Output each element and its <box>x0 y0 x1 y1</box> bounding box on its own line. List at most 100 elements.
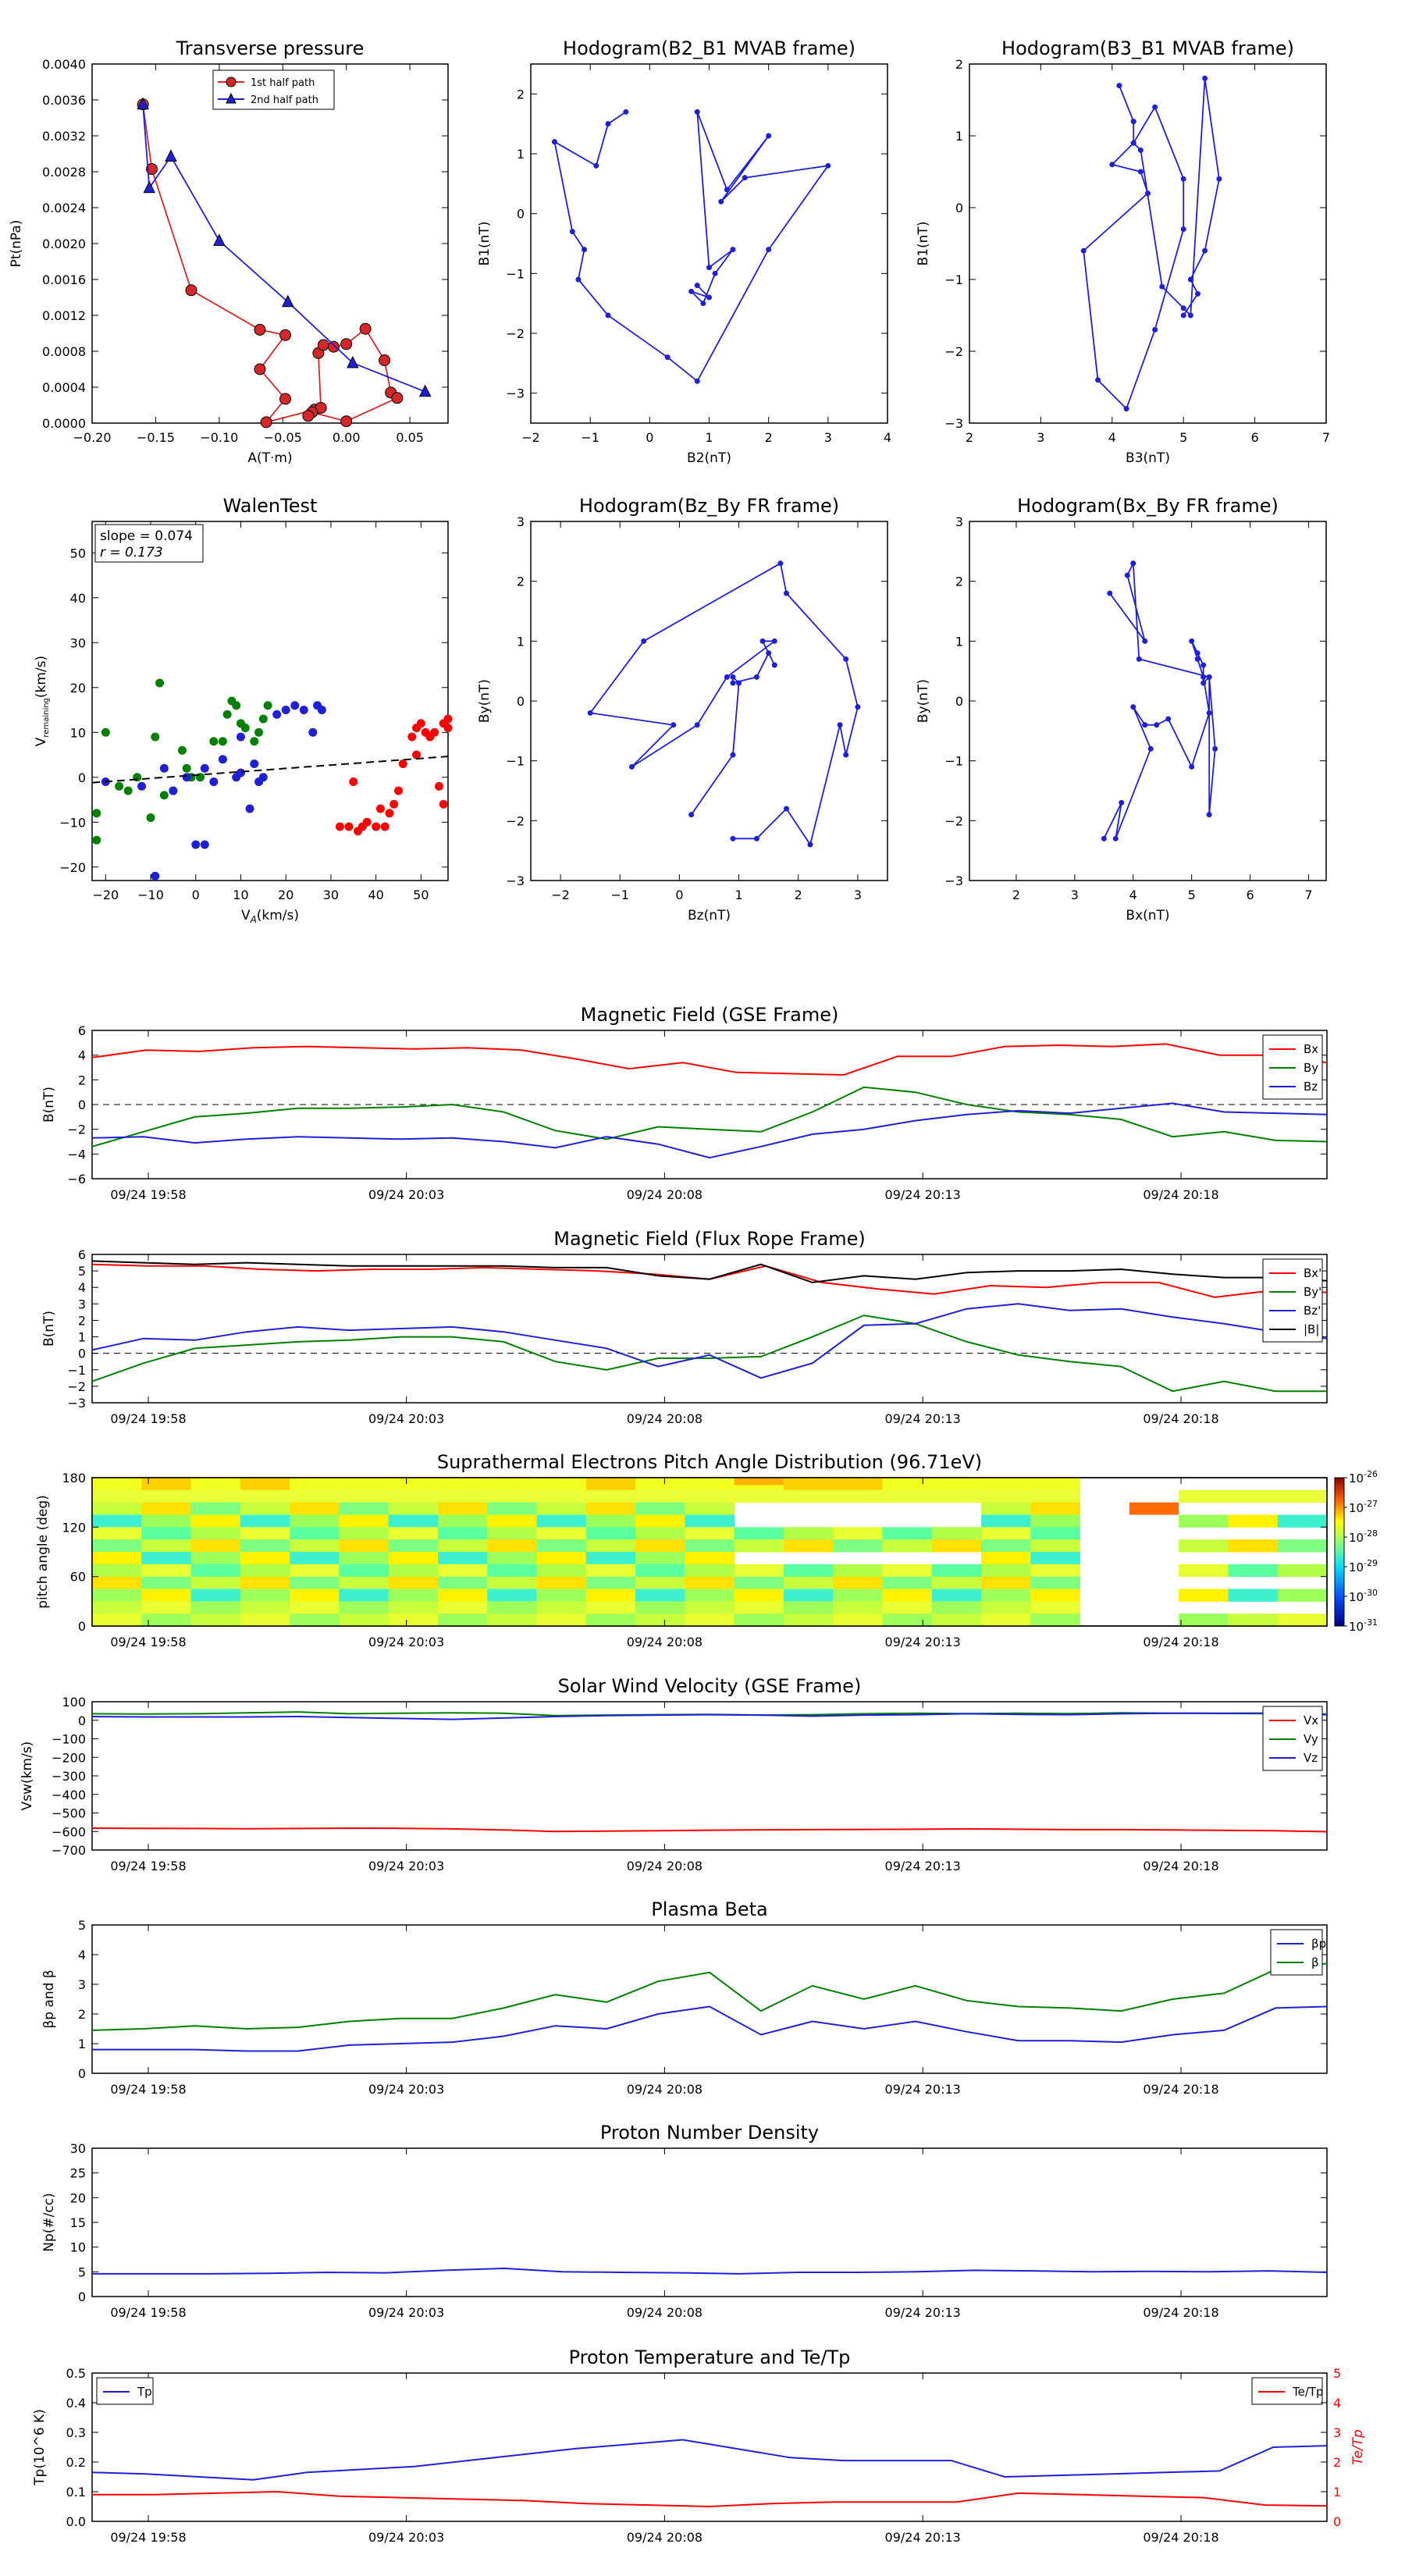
transverse-y-tick-label: 0.0004 <box>42 380 86 395</box>
hodo1-data-point <box>593 162 599 169</box>
pad-heatmap-cell <box>536 1489 587 1503</box>
walen-data-point <box>236 732 245 742</box>
hodo3-data-point <box>843 656 849 662</box>
hodo1-data-point <box>694 283 700 289</box>
pad-heatmap-cell <box>190 1552 241 1565</box>
pad-heatmap-cell <box>833 1589 883 1602</box>
pad-heatmap-cell <box>240 1601 290 1614</box>
hodo3-x-tick-label: 0 <box>675 888 683 902</box>
walen-data-point <box>209 737 219 746</box>
pad-heatmap-cell <box>981 1539 1031 1553</box>
pad-heatmap-cell <box>585 1527 636 1540</box>
pad-heatmap-cell <box>536 1502 587 1515</box>
pad-heatmap-cell <box>141 1601 192 1614</box>
vsw-series-line-0 <box>91 1827 1328 1833</box>
hodo2-plot-frame <box>969 63 1327 424</box>
transverse-data-point <box>327 340 340 353</box>
walen-data-point <box>101 728 110 737</box>
hodo1-x-tick-label: 4 <box>884 430 891 445</box>
beta-y-tick-label: 5 <box>78 1918 86 1933</box>
pad-heatmap-cell <box>290 1527 340 1540</box>
pad-heatmap-cell <box>1277 1614 1328 1627</box>
density-y-tick-label: 10 <box>70 2240 86 2255</box>
pad-heatmap-cell <box>536 1514 587 1528</box>
pad-heatmap-cell <box>437 1601 488 1614</box>
pad-heatmap-cell <box>290 1502 340 1515</box>
density-y-tick-label: 15 <box>70 2215 86 2230</box>
pad-heatmap-cell <box>734 1539 784 1553</box>
pad-heatmap-cell <box>290 1478 340 1491</box>
hodo1-data-point <box>623 109 629 115</box>
pad-heatmap-cell <box>931 1601 982 1614</box>
walen-data-point <box>372 822 381 831</box>
pad-heatmap-cell <box>1179 1539 1229 1553</box>
pad-heatmap-cell <box>437 1564 488 1578</box>
hodo1-data-point <box>605 121 611 127</box>
hodo4-data-point <box>1154 722 1160 728</box>
pad-heatmap-cell <box>92 1514 142 1528</box>
pad-heatmap-cell <box>783 1576 834 1589</box>
transverse-y-tick-label: 0.0012 <box>42 308 86 323</box>
pad-heatmap-cell <box>240 1564 290 1578</box>
mag_fr-legend-label: By' <box>1304 1285 1321 1299</box>
pad-heatmap-cell <box>1030 1576 1081 1589</box>
pad-heatmap-cell <box>685 1478 735 1491</box>
hodo3-y-tick-label: 0 <box>517 694 525 709</box>
beta-y-tick-label: 3 <box>78 1977 86 1992</box>
hodo2-data-point <box>1152 104 1158 110</box>
pad-heatmap-cell <box>585 1564 636 1578</box>
mag_fr-series-line-0 <box>91 1263 1328 1298</box>
pad-heatmap-cell <box>833 1601 883 1614</box>
temp-y2-tick-label: 1 <box>1333 2485 1341 2500</box>
pad-heatmap-cell <box>388 1601 439 1614</box>
hodo4-y-tick-label: 3 <box>955 514 963 529</box>
pad-heatmap-cell <box>437 1489 488 1503</box>
hodo1-data-point <box>582 247 588 253</box>
pad-heatmap-cell <box>585 1589 636 1602</box>
temp-plot-frame <box>91 2372 1328 2522</box>
walen-data-point <box>398 760 407 768</box>
beta-y-tick-label: 1 <box>78 2037 86 2051</box>
transverse-series-line-1 <box>142 104 426 393</box>
transverse-x-label: A(T·m) <box>247 450 292 466</box>
transverse-data-point <box>146 163 158 176</box>
temp-time-tick-label: 09/24 20:18 <box>1143 2530 1218 2545</box>
mag_gse-legend-label: Bz <box>1304 1080 1318 1094</box>
pad-heatmap-cell <box>487 1527 538 1540</box>
pad-heatmap-cell <box>487 1589 538 1602</box>
walen-x-tick-label: 20 <box>278 888 293 902</box>
vsw-legend-label: Vz <box>1304 1751 1318 1765</box>
hodo4-data-point <box>1119 799 1125 806</box>
density-time-tick-label: 09/24 20:03 <box>368 2305 444 2320</box>
hodo2-data-point <box>1194 290 1200 297</box>
temp-y-tick-label: 0.3 <box>66 2425 86 2440</box>
hodo1-y-tick-label: 1 <box>517 147 525 162</box>
temp-time-tick-label: 09/24 19:58 <box>110 2530 186 2545</box>
transverse-y-tick-label: 0.0032 <box>42 129 86 144</box>
walen-x-tick-label: 30 <box>323 888 339 902</box>
transverse-data-point <box>359 322 372 335</box>
hodo4-data-point <box>1194 656 1200 662</box>
transverse-y-tick-label: 0.0040 <box>42 57 86 72</box>
vsw-y-axis: −700 −600 −500 −400 −300 −200 −100 0 100 <box>52 1695 1327 1858</box>
pad-heatmap-cell <box>1030 1502 1081 1515</box>
pad-heatmap-cell <box>635 1478 685 1491</box>
transverse-series-line-0 <box>142 104 399 424</box>
pad-heatmap-cell <box>685 1539 735 1553</box>
walen-data-point <box>159 763 169 773</box>
pad-heatmap-cell <box>536 1614 587 1627</box>
hodo4-x-label: Bx(nT) <box>1126 908 1169 923</box>
walen-data-point <box>258 714 268 724</box>
temp-y-tick-label: 0.1 <box>66 2485 86 2500</box>
hodo4-x-tick-label: 2 <box>1012 888 1020 902</box>
walen-data-point <box>254 728 264 737</box>
pad-heatmap-cell <box>487 1601 538 1614</box>
temp-time-tick-label: 09/24 20:03 <box>368 2530 444 2545</box>
pad-heatmap-cell <box>487 1478 538 1491</box>
pad-heatmap-cell <box>783 1601 834 1614</box>
pad-heatmap-cell <box>734 1589 784 1602</box>
hodo3-x-axis: −2 −1 0 1 2 3 <box>551 521 862 902</box>
pad-heatmap-cell <box>783 1539 834 1553</box>
beta-title: Plasma Beta <box>651 1898 767 1920</box>
hodo3-y-axis: −3 −2 −1 0 1 2 3 <box>506 514 887 888</box>
